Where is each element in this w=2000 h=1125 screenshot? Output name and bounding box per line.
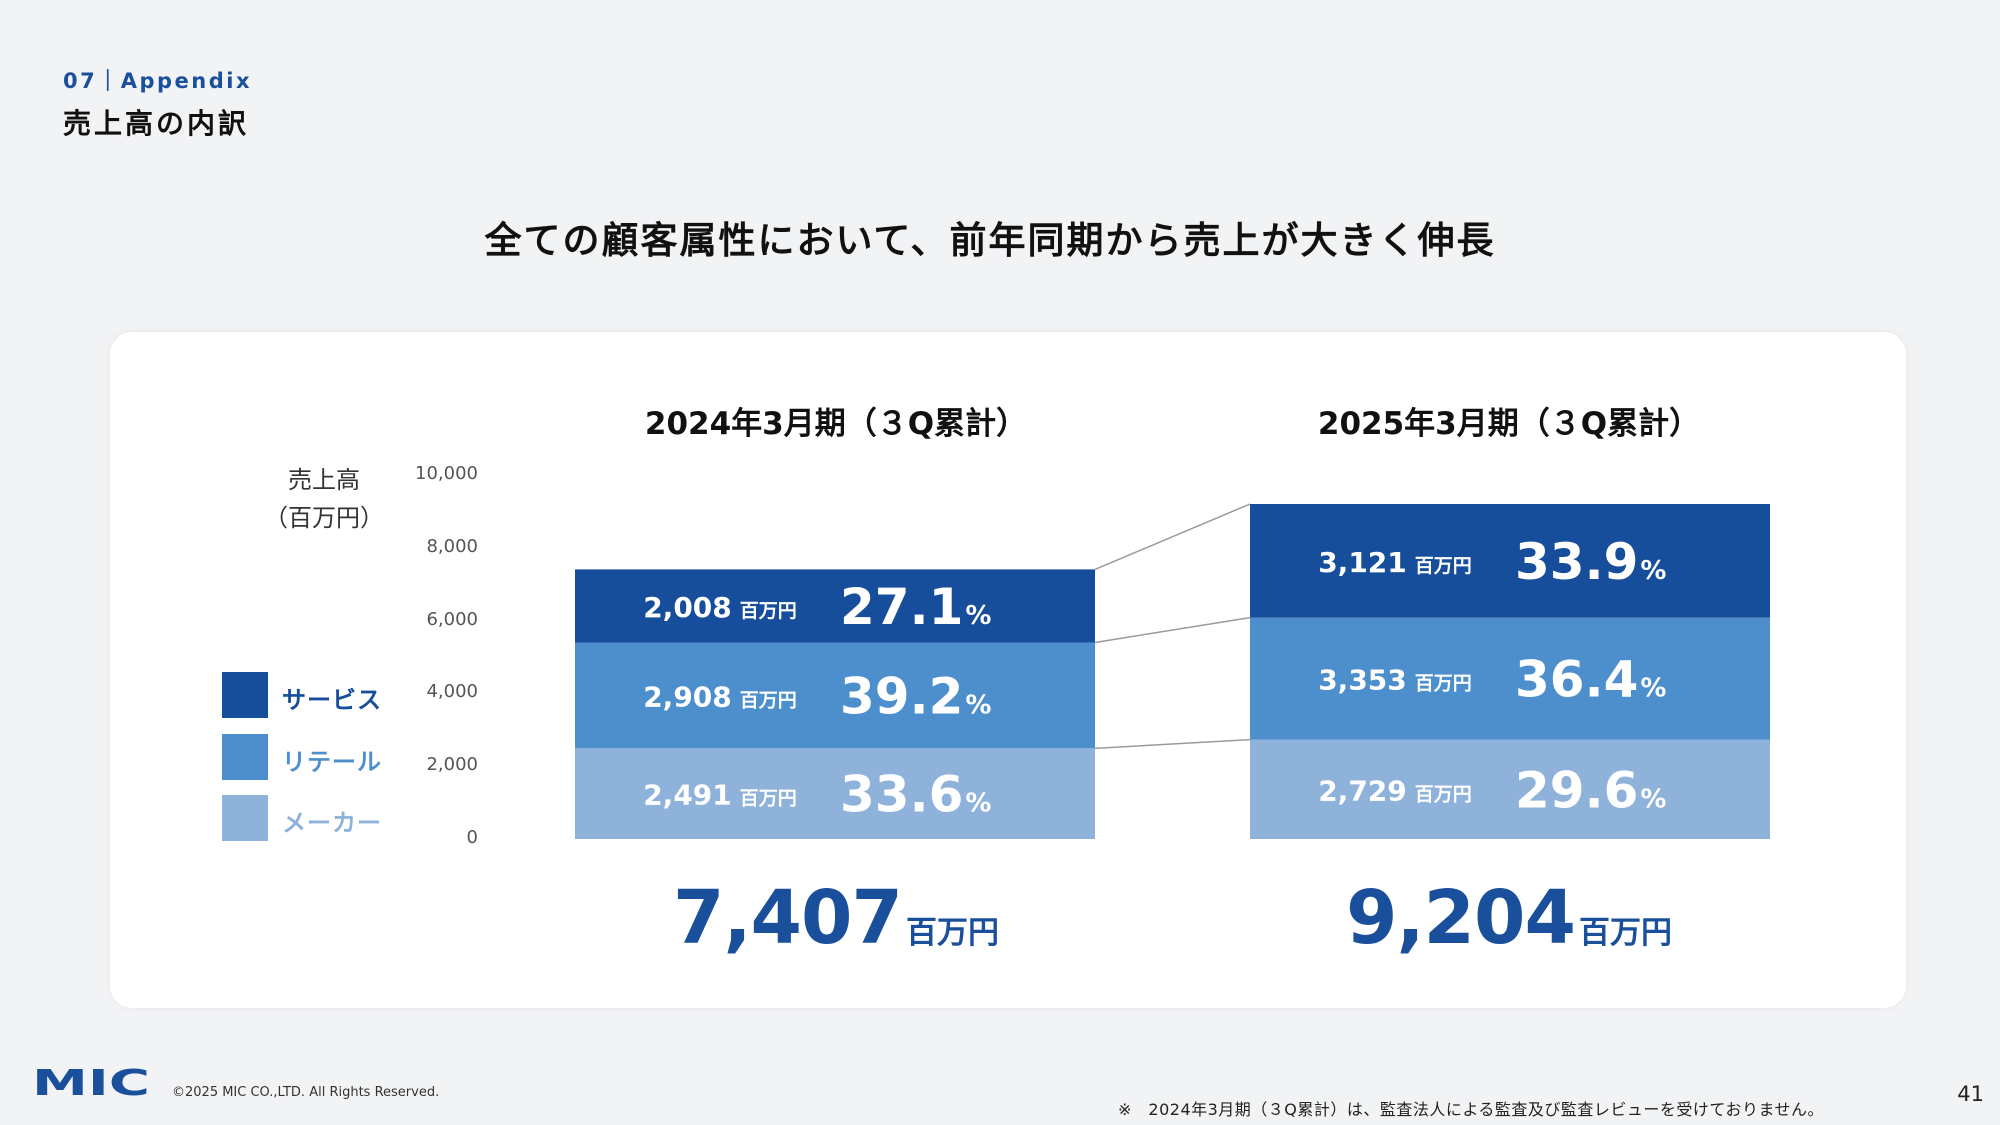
bar-share-label: 33.9% xyxy=(1515,533,1666,591)
bar-value-label: 2,729 百万円 xyxy=(1318,774,1472,807)
company-logo: MIC xyxy=(32,1063,152,1104)
y-tick-label: 10,000 xyxy=(415,463,478,484)
y-axis-title-line2: （百万円） xyxy=(264,504,384,532)
legend-swatch xyxy=(222,734,268,780)
bar-segment xyxy=(575,642,1095,749)
period-label-2025: 2025年3月期（３Q累計） xyxy=(1317,406,1701,442)
total-2025: 9,204 百万円 xyxy=(1249,875,1769,961)
legend-swatch xyxy=(222,672,268,718)
footnote: ※ 2024年3月期（３Q累計）は、監査法人による監査及び監査レビューを受けてお… xyxy=(1118,1100,1824,1119)
y-tick-label: 0 xyxy=(466,827,478,848)
bar-share-label: 39.2% xyxy=(840,667,991,725)
total-2025-value: 9,204 xyxy=(1345,875,1576,961)
logo-text: MIC xyxy=(32,1067,150,1097)
y-tick-label: 4,000 xyxy=(426,681,478,703)
y-tick-label: 6,000 xyxy=(426,608,478,630)
connector-line xyxy=(1094,738,1251,750)
bar-value-label: 3,353 百万円 xyxy=(1318,664,1472,697)
connector-line xyxy=(1094,616,1251,644)
page-number: 41 xyxy=(1957,1082,1984,1106)
bar-share-label: 33.6% xyxy=(840,766,991,824)
bar-share-label: 29.6% xyxy=(1515,761,1666,819)
legend-label: サービス xyxy=(282,686,382,714)
bar-value-label: 3,121 百万円 xyxy=(1318,546,1472,579)
y-tick-label: 8,000 xyxy=(426,535,478,557)
bar-segment xyxy=(575,748,1095,839)
bar-segment xyxy=(1250,739,1770,839)
bar-share-label: 36.4% xyxy=(1515,651,1666,709)
total-2024-unit: 百万円 xyxy=(906,915,1000,951)
headline: 全ての顧客属性において、前年同期から売上が大きく伸長 xyxy=(484,219,1496,262)
y-axis-title-line1: 売上高 xyxy=(288,466,360,494)
bar-value-label: 2,908 百万円 xyxy=(643,680,797,713)
section-tag: 07｜Appendix xyxy=(63,69,253,93)
bar-segment xyxy=(1250,617,1770,740)
total-2024-value: 7,407 xyxy=(672,875,903,961)
period-label-2024: 2024年3月期（３Q累計） xyxy=(644,406,1028,442)
copyright: ©2025 MIC CO.,LTD. All Rights Reserved. xyxy=(172,1085,440,1100)
connector-line xyxy=(1094,503,1251,571)
bar-share-label: 27.1% xyxy=(840,578,991,636)
legend-swatch xyxy=(222,795,268,841)
bar-value-label: 2,491 百万円 xyxy=(643,779,797,812)
legend-label: リテール xyxy=(282,748,382,776)
y-tick-label: 2,000 xyxy=(426,754,478,776)
bar-segment xyxy=(1250,504,1770,618)
total-2024: 7,407 百万円 xyxy=(576,875,1096,961)
total-2025-unit: 百万円 xyxy=(1579,915,1673,951)
bar-value-label: 2,008 百万円 xyxy=(643,591,797,624)
legend-label: メーカー xyxy=(282,809,382,837)
bar-segment xyxy=(575,569,1095,643)
section-title: 売上高の内訳 xyxy=(63,107,250,140)
